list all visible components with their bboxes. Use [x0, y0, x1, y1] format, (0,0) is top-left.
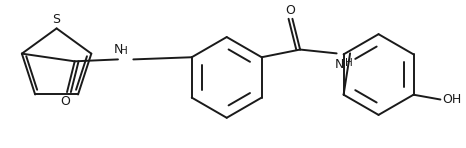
Text: N: N — [114, 43, 123, 56]
Text: O: O — [286, 4, 295, 17]
Text: O: O — [60, 95, 70, 108]
Text: OH: OH — [442, 93, 462, 106]
Text: N: N — [335, 58, 344, 71]
Text: S: S — [53, 13, 61, 26]
Text: H: H — [345, 58, 353, 68]
Text: H: H — [120, 46, 128, 56]
